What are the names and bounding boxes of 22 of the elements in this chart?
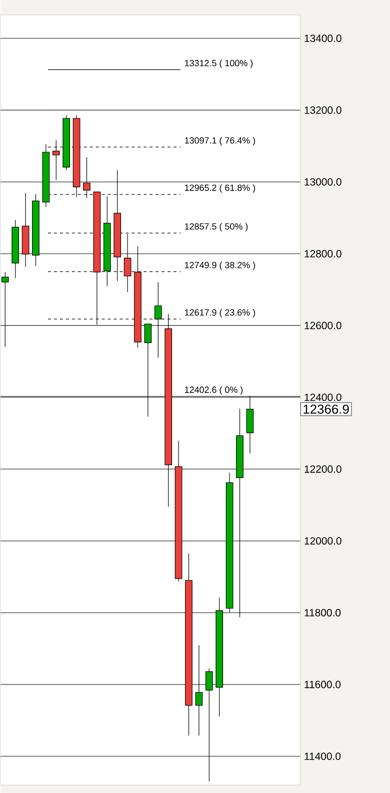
ref-line-label: 12749.9 ( 38.2% ) [184, 262, 255, 270]
candlestick [1, 272, 9, 348]
ref-line-label: 12402.6 ( 0% ) [184, 386, 242, 395]
y-tick-label: 11800.0 [304, 608, 340, 616]
y-tick-label: 11600.0 [304, 680, 340, 688]
ref-line-label: 12857.5 ( 50% ) [184, 223, 248, 232]
y-tick-label: 12800.0 [304, 250, 342, 258]
y-tick-label: 12400.0 [304, 394, 342, 402]
text: 12366.9 [303, 404, 349, 414]
ref-line-label: 12617.9 ( 23.6% ) [184, 309, 255, 318]
ref-line-label: 12965.2 ( 61.8% ) [184, 184, 255, 193]
y-tick-label: 13000.0 [304, 178, 342, 186]
candlestick [205, 668, 213, 782]
y-tick-label: 12000.0 [304, 537, 342, 545]
y-tick-label: 13200.0 [304, 106, 342, 114]
y-tick-label: 12200.0 [304, 465, 342, 473]
y-tick-label: 12600.0 [304, 322, 342, 330]
ref-line-label: 13312.5 ( 100% ) [184, 60, 252, 68]
y-tick-label: 11400.0 [304, 752, 340, 760]
y-tick-label: 13400.0 [304, 34, 342, 42]
candlestick [195, 645, 202, 736]
ref-line-label: 13097.1 ( 76.4% ) [184, 137, 255, 146]
